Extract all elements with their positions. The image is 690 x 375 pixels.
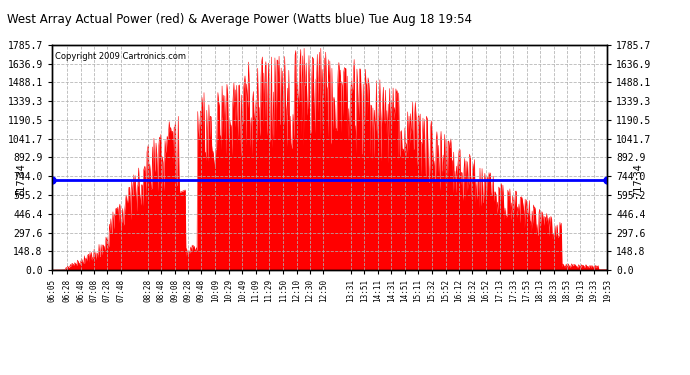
Text: Copyright 2009 Cartronics.com: Copyright 2009 Cartronics.com [55,52,186,61]
Text: 717.34: 717.34 [633,163,643,196]
Text: West Array Actual Power (red) & Average Power (Watts blue) Tue Aug 18 19:54: West Array Actual Power (red) & Average … [7,13,472,26]
Text: 717.34: 717.34 [16,163,26,196]
